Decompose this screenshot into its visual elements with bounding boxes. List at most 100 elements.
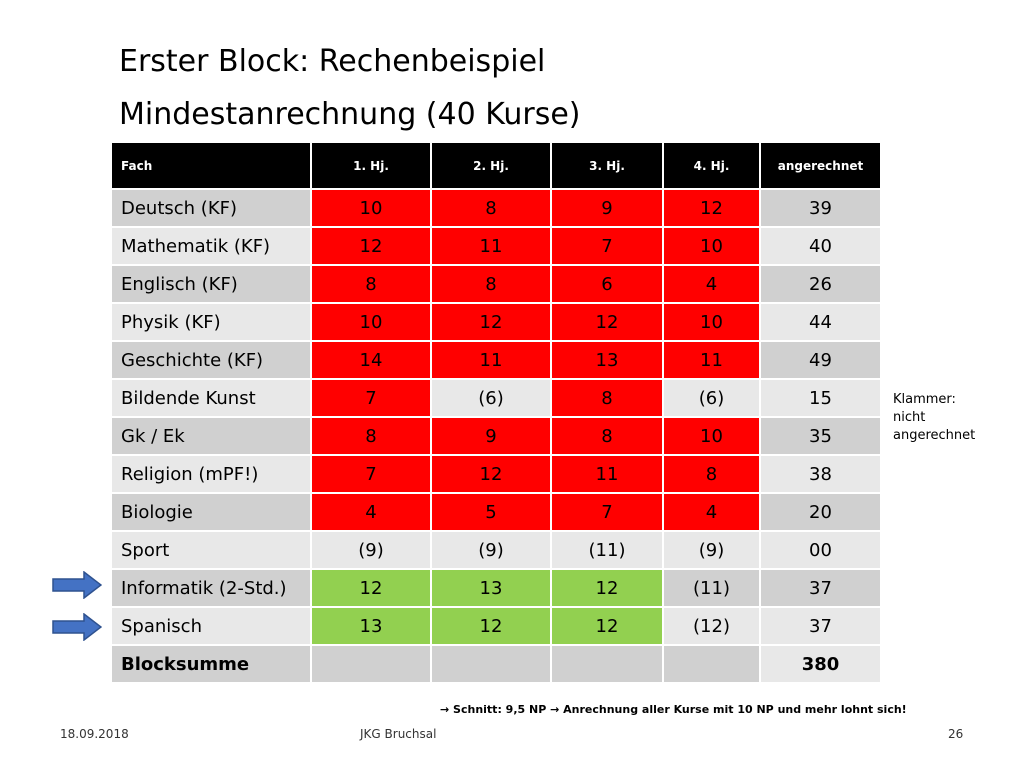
- grade-cell: 4: [312, 494, 430, 530]
- subject-name: Religion (mPF!): [112, 456, 310, 492]
- total-label: Blocksumme: [112, 646, 310, 682]
- subject-name: Spanisch: [112, 608, 310, 644]
- grade-cell: 4: [664, 266, 759, 302]
- grade-cell: 10: [664, 418, 759, 454]
- subject-name: Englisch (KF): [112, 266, 310, 302]
- header-hj3: 3. Hj.: [552, 143, 662, 188]
- grade-cell: (12): [664, 608, 759, 644]
- grade-cell: 8: [312, 266, 430, 302]
- credited-sum: 40: [761, 228, 880, 264]
- table-row: Gk / Ek 8 9 8 10 35: [112, 418, 880, 454]
- grade-cell: 9: [552, 190, 662, 226]
- header-hj1: 1. Hj.: [312, 143, 430, 188]
- subject-name: Geschichte (KF): [112, 342, 310, 378]
- total-value: 380: [761, 646, 880, 682]
- credited-sum: 38: [761, 456, 880, 492]
- note-line: Klammer:: [893, 392, 956, 407]
- credited-sum: 37: [761, 608, 880, 644]
- grade-cell: 9: [432, 418, 550, 454]
- table-row: Sport (9) (9) (11) (9) 00: [112, 532, 880, 568]
- credited-sum: 26: [761, 266, 880, 302]
- footer-school: JKG Bruchsal: [360, 727, 437, 741]
- grade-cell: 12: [552, 608, 662, 644]
- grade-cell: 4: [664, 494, 759, 530]
- grade-cell: 12: [432, 456, 550, 492]
- average-footnote: → Schnitt: 9,5 NP → Anrechnung aller Kur…: [440, 703, 907, 716]
- subject-name: Informatik (2-Std.): [112, 570, 310, 606]
- subject-name: Sport: [112, 532, 310, 568]
- table-row: Physik (KF) 10 12 12 10 44: [112, 304, 880, 340]
- grade-cell: 6: [552, 266, 662, 302]
- table-row: Religion (mPF!) 7 12 11 8 38: [112, 456, 880, 492]
- grade-cell: 12: [664, 190, 759, 226]
- empty-cell: [432, 646, 550, 682]
- grade-cell: (9): [664, 532, 759, 568]
- grade-cell: 11: [432, 228, 550, 264]
- subject-name: Physik (KF): [112, 304, 310, 340]
- slide-title: Erster Block: Rechenbeispiel: [119, 44, 546, 79]
- header-angerechnet: angerechnet: [761, 143, 880, 188]
- grade-cell: 7: [552, 228, 662, 264]
- table-row: Informatik (2-Std.) 12 13 12 (11) 37: [112, 570, 880, 606]
- grade-cell: 11: [432, 342, 550, 378]
- subject-name: Gk / Ek: [112, 418, 310, 454]
- credited-sum: 15: [761, 380, 880, 416]
- table-row: Biologie 4 5 7 4 20: [112, 494, 880, 530]
- table-row: Geschichte (KF) 14 11 13 11 49: [112, 342, 880, 378]
- grade-cell: 10: [312, 304, 430, 340]
- grade-cell: (9): [312, 532, 430, 568]
- empty-cell: [312, 646, 430, 682]
- credited-sum: 00: [761, 532, 880, 568]
- subject-name: Biologie: [112, 494, 310, 530]
- total-row: Blocksumme 380: [112, 646, 880, 682]
- grade-cell: 12: [552, 570, 662, 606]
- empty-cell: [552, 646, 662, 682]
- grade-cell: (6): [432, 380, 550, 416]
- bracket-note: Klammer: nicht angerechnet: [893, 391, 975, 445]
- table-row: Deutsch (KF) 10 8 9 12 39: [112, 190, 880, 226]
- table-row: Englisch (KF) 8 8 6 4 26: [112, 266, 880, 302]
- grade-cell: 14: [312, 342, 430, 378]
- credited-sum: 44: [761, 304, 880, 340]
- note-line: angerechnet: [893, 428, 976, 443]
- grade-cell: 7: [312, 380, 430, 416]
- footer-page-number: 26: [948, 727, 964, 741]
- header-hj2: 2. Hj.: [432, 143, 550, 188]
- grade-cell: 8: [312, 418, 430, 454]
- grade-cell: 12: [552, 304, 662, 340]
- grade-cell: 11: [664, 342, 759, 378]
- grade-cell: 5: [432, 494, 550, 530]
- subject-name: Bildende Kunst: [112, 380, 310, 416]
- right-arrow-icon: [52, 571, 102, 599]
- grade-cell: 7: [312, 456, 430, 492]
- grade-cell: 13: [552, 342, 662, 378]
- note-line: nicht: [893, 410, 926, 425]
- course-table: Fach 1. Hj. 2. Hj. 3. Hj. 4. Hj. angerec…: [110, 141, 882, 684]
- grade-cell: 8: [432, 266, 550, 302]
- grade-cell: (6): [664, 380, 759, 416]
- slide-subtitle: Mindestanrechnung (40 Kurse): [119, 97, 581, 132]
- footer-date: 18.09.2018: [60, 727, 129, 741]
- grade-cell: 12: [432, 608, 550, 644]
- credited-sum: 49: [761, 342, 880, 378]
- grade-cell: 8: [552, 418, 662, 454]
- grade-cell: (11): [664, 570, 759, 606]
- grade-cell: 13: [312, 608, 430, 644]
- grade-cell: 12: [432, 304, 550, 340]
- grade-cell: (11): [552, 532, 662, 568]
- right-arrow-icon: [52, 613, 102, 641]
- subject-name: Mathematik (KF): [112, 228, 310, 264]
- credited-sum: 35: [761, 418, 880, 454]
- empty-cell: [664, 646, 759, 682]
- grade-cell: (9): [432, 532, 550, 568]
- credited-sum: 20: [761, 494, 880, 530]
- credited-sum: 39: [761, 190, 880, 226]
- grade-cell: 10: [312, 190, 430, 226]
- table-header-row: Fach 1. Hj. 2. Hj. 3. Hj. 4. Hj. angerec…: [112, 143, 880, 188]
- credited-sum: 37: [761, 570, 880, 606]
- header-hj4: 4. Hj.: [664, 143, 759, 188]
- grade-cell: 7: [552, 494, 662, 530]
- course-table-body: Fach 1. Hj. 2. Hj. 3. Hj. 4. Hj. angerec…: [112, 143, 880, 682]
- grade-cell: 8: [664, 456, 759, 492]
- header-fach: Fach: [112, 143, 310, 188]
